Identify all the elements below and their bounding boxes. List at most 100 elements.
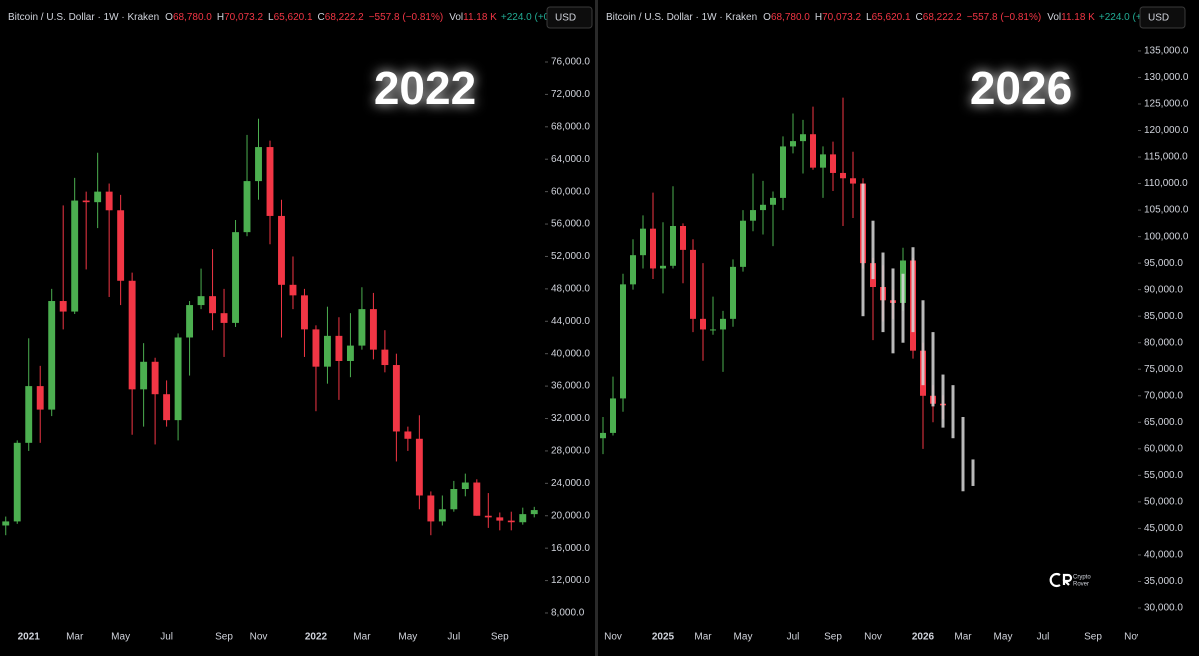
header-open: 68,780.0 bbox=[771, 12, 810, 23]
chart-header: Bitcoin / U.S. Dollar · 1W · Kraken O68,7… bbox=[8, 12, 575, 23]
candle-body bbox=[369, 309, 377, 350]
header-volume-label: Vol bbox=[449, 12, 463, 23]
y-tick-label: 110,000.0 bbox=[1144, 178, 1188, 189]
candle-body bbox=[700, 318, 706, 330]
candle-body bbox=[720, 318, 726, 330]
candle-body bbox=[484, 515, 492, 518]
candle-body bbox=[324, 335, 331, 367]
overlay-bar bbox=[911, 247, 915, 333]
overlay-bar bbox=[861, 183, 865, 317]
x-tick-label: Mar bbox=[66, 632, 84, 643]
currency-button[interactable] bbox=[1139, 6, 1186, 29]
candle-body bbox=[2, 521, 10, 526]
header-low: 65,620.1 bbox=[872, 12, 911, 23]
x-tick-label: Mar bbox=[353, 632, 371, 643]
x-tick-label: Jul bbox=[160, 632, 173, 643]
y-tick-label: 80,000.0 bbox=[1144, 337, 1183, 348]
y-tick-label: 32,000.0 bbox=[551, 413, 590, 424]
x-tick-label: Mar bbox=[694, 632, 712, 643]
candle-body bbox=[740, 220, 746, 267]
x-tick-label: May bbox=[734, 632, 753, 643]
candle-body bbox=[209, 296, 216, 314]
candle-body bbox=[358, 309, 366, 346]
y-tick-label: 60,000.0 bbox=[551, 186, 590, 197]
header-close: 68,222.2 bbox=[325, 12, 364, 23]
y-tick-label: 120,000.0 bbox=[1144, 125, 1189, 136]
watermark-logo bbox=[1049, 572, 1073, 588]
overlay-bar bbox=[901, 273, 905, 343]
candle-body bbox=[780, 146, 786, 198]
candle-body bbox=[610, 398, 616, 433]
y-tick-label: 56,000.0 bbox=[551, 219, 590, 230]
candle-body bbox=[473, 482, 481, 516]
y-tick-label: 135,000.0 bbox=[1144, 46, 1189, 57]
x-tick-label: Sep bbox=[491, 632, 509, 643]
candle-body bbox=[650, 228, 656, 269]
candle-body bbox=[496, 517, 504, 521]
header-close: 68,222.2 bbox=[923, 12, 962, 23]
candle-body bbox=[427, 495, 435, 522]
currency-label[interactable]: USD bbox=[1148, 13, 1169, 24]
currency-button[interactable] bbox=[546, 6, 593, 29]
header-open-label: O bbox=[763, 12, 771, 23]
y-tick-label: 68,000.0 bbox=[551, 121, 590, 132]
candle-body bbox=[710, 329, 716, 331]
candle-body bbox=[13, 442, 21, 522]
candle-body bbox=[519, 514, 527, 523]
candle-body bbox=[346, 345, 354, 361]
x-tick-label: Sep bbox=[1084, 632, 1102, 643]
candle-body bbox=[660, 265, 666, 269]
y-tick-label: 115,000.0 bbox=[1144, 152, 1188, 163]
x-tick-label: Mar bbox=[954, 632, 972, 643]
x-tick-label: Nov bbox=[1124, 632, 1142, 643]
candle-body bbox=[830, 154, 836, 173]
candle-body bbox=[301, 295, 308, 330]
currency-label[interactable]: USD bbox=[555, 13, 576, 24]
overlay-bar bbox=[961, 416, 965, 492]
candle-body bbox=[640, 228, 646, 256]
header-volume-label: Vol bbox=[1047, 12, 1061, 23]
overlay-bar bbox=[971, 459, 975, 486]
y-tick-label: 30,000.0 bbox=[1144, 603, 1183, 614]
candle-body bbox=[840, 172, 846, 179]
candle-body bbox=[810, 134, 816, 168]
header-open: 68,780.0 bbox=[173, 12, 212, 23]
candle-body bbox=[289, 284, 297, 296]
x-tick-label: Nov bbox=[604, 632, 622, 643]
y-tick-label: 12,000.0 bbox=[551, 575, 590, 586]
candle-body bbox=[197, 296, 205, 306]
y-tick-label: 36,000.0 bbox=[551, 381, 590, 392]
y-tick-label: 105,000.0 bbox=[1144, 205, 1189, 216]
candle-body bbox=[82, 200, 90, 203]
candle-body bbox=[71, 200, 79, 312]
header-high: 70,073.2 bbox=[224, 12, 263, 23]
x-tick-label: Sep bbox=[824, 632, 842, 643]
y-tick-label: 52,000.0 bbox=[551, 251, 590, 262]
candle-body bbox=[730, 266, 736, 319]
candle-body bbox=[151, 361, 159, 395]
header-volume-change: +224.0 (+0.33%) bbox=[1099, 12, 1174, 23]
candle-body bbox=[278, 215, 285, 285]
chart-header: Bitcoin / U.S. Dollar · 1W · Kraken O68,7… bbox=[606, 12, 1173, 23]
watermark-text: Rover bbox=[1073, 582, 1089, 588]
y-tick-label: 75,000.0 bbox=[1144, 364, 1183, 375]
price-axis bbox=[545, 0, 595, 656]
candle-body bbox=[59, 301, 67, 312]
x-tick-label: Nov bbox=[250, 632, 268, 643]
candle-body bbox=[461, 482, 469, 490]
y-tick-label: 64,000.0 bbox=[551, 154, 590, 165]
y-tick-label: 130,000.0 bbox=[1144, 72, 1189, 83]
candle-body bbox=[415, 438, 423, 496]
candle-body bbox=[128, 280, 136, 390]
overlay-bar bbox=[921, 300, 925, 386]
x-tick-label: Jul bbox=[787, 632, 800, 643]
candle-body bbox=[36, 386, 44, 410]
y-tick-label: 45,000.0 bbox=[1144, 523, 1183, 534]
overlay-bar bbox=[871, 220, 875, 280]
candle-body bbox=[820, 154, 826, 168]
header-volume: 11.18 K bbox=[463, 12, 497, 23]
year-annotation: 2022 bbox=[374, 62, 476, 114]
candle-body bbox=[140, 361, 148, 390]
